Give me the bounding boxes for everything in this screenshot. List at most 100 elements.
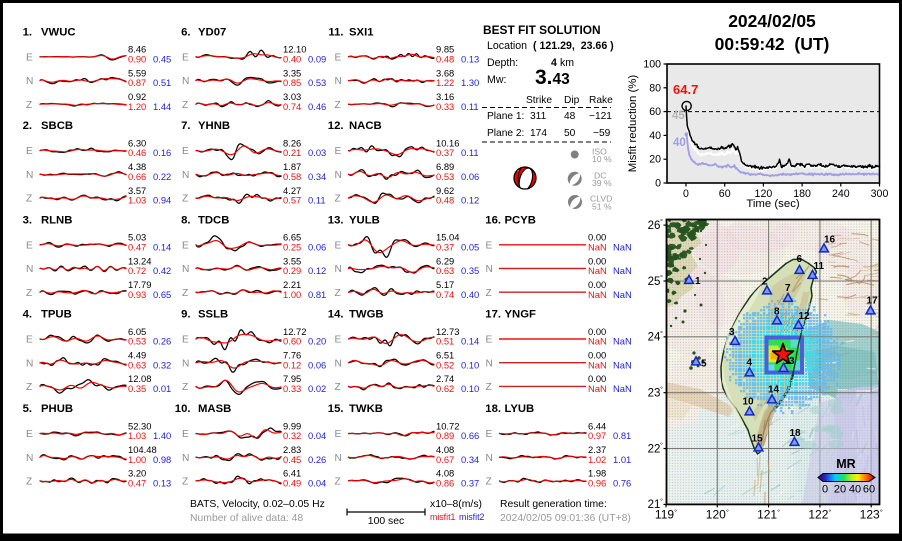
svg-text:4.: 4. xyxy=(23,309,32,321)
svg-text:0.86: 0.86 xyxy=(436,478,454,489)
svg-text:Z: Z xyxy=(335,100,341,111)
svg-text:SSLB: SSLB xyxy=(198,309,228,321)
svg-text:Depth:: Depth: xyxy=(487,57,518,69)
svg-text:3.35: 3.35 xyxy=(283,67,301,78)
svg-text:3.: 3. xyxy=(23,214,32,226)
svg-text:4.38: 4.38 xyxy=(128,161,146,172)
svg-text:SBCB: SBCB xyxy=(41,120,73,132)
svg-text:0.11: 0.11 xyxy=(461,101,479,112)
svg-text:0.25: 0.25 xyxy=(283,241,301,252)
svg-text:0.89: 0.89 xyxy=(436,430,454,441)
svg-text:°: ° xyxy=(660,496,663,505)
svg-text:E: E xyxy=(182,240,189,251)
svg-text:0.87: 0.87 xyxy=(128,77,146,88)
svg-text:1.22: 1.22 xyxy=(436,77,454,88)
svg-text:1.00: 1.00 xyxy=(128,454,146,465)
svg-text:PHUB: PHUB xyxy=(41,403,73,415)
svg-text:N: N xyxy=(486,453,493,464)
svg-text:0.12: 0.12 xyxy=(283,359,301,370)
svg-text:24: 24 xyxy=(648,332,661,344)
svg-text:18: 18 xyxy=(790,428,802,439)
svg-text:21: 21 xyxy=(648,499,661,511)
svg-text:15.: 15. xyxy=(328,403,344,415)
svg-text:311: 311 xyxy=(530,111,547,122)
svg-text:0.34: 0.34 xyxy=(461,454,479,465)
svg-text:20: 20 xyxy=(649,154,661,166)
svg-text:0.26: 0.26 xyxy=(153,336,171,347)
svg-text:Misfit reduction (%): Misfit reduction (%) xyxy=(627,75,639,173)
svg-text:Z: Z xyxy=(486,382,492,393)
svg-text:misfit2: misfit2 xyxy=(459,512,485,522)
svg-text:39 %: 39 % xyxy=(592,178,612,188)
svg-text:Z: Z xyxy=(26,382,32,393)
svg-text:E: E xyxy=(26,52,33,63)
svg-text:N: N xyxy=(182,264,189,275)
svg-text:0.96: 0.96 xyxy=(588,478,606,489)
svg-text:°: ° xyxy=(660,329,663,338)
svg-text:0.66: 0.66 xyxy=(128,171,146,182)
svg-text:0.76: 0.76 xyxy=(613,478,631,489)
svg-text:N: N xyxy=(182,170,189,181)
svg-text:2024/02/05 09:01:36 (UT+8): 2024/02/05 09:01:36 (UT+8) xyxy=(500,513,631,524)
svg-text:0.67: 0.67 xyxy=(436,454,454,465)
svg-text:N: N xyxy=(486,358,493,369)
svg-text:1.87: 1.87 xyxy=(283,161,301,172)
svg-text:2.: 2. xyxy=(23,120,32,132)
svg-text:6.: 6. xyxy=(181,26,190,38)
svg-text:°: ° xyxy=(660,273,663,282)
svg-text:NaN: NaN xyxy=(613,336,632,347)
svg-text:0.21: 0.21 xyxy=(283,147,301,158)
svg-text:17: 17 xyxy=(867,296,879,307)
svg-text:23: 23 xyxy=(648,388,661,400)
svg-text:3.03: 3.03 xyxy=(283,91,301,102)
svg-text:15.04: 15.04 xyxy=(436,232,459,243)
svg-text:°: ° xyxy=(660,217,663,226)
svg-text:0: 0 xyxy=(655,178,661,190)
svg-text:N: N xyxy=(26,358,33,369)
svg-text:0.10: 0.10 xyxy=(461,383,479,394)
svg-text:NaN: NaN xyxy=(588,241,607,252)
svg-text:YD07: YD07 xyxy=(198,26,226,38)
svg-text:0.33: 0.33 xyxy=(436,101,454,112)
svg-text:TWKB: TWKB xyxy=(349,403,383,415)
svg-text:Z: Z xyxy=(335,477,341,488)
svg-text:0.46: 0.46 xyxy=(128,147,146,158)
svg-text:0.14: 0.14 xyxy=(461,336,479,347)
svg-text:3.68: 3.68 xyxy=(436,67,454,78)
svg-text:0.81: 0.81 xyxy=(613,430,631,441)
svg-text:40: 40 xyxy=(649,130,661,142)
svg-text:E: E xyxy=(182,429,189,440)
svg-text:N: N xyxy=(335,76,342,87)
svg-text:16.: 16. xyxy=(485,214,501,226)
svg-text:0.97: 0.97 xyxy=(588,430,606,441)
svg-text:17.79: 17.79 xyxy=(128,279,151,290)
svg-text:0.22: 0.22 xyxy=(153,171,171,182)
svg-text:0.12: 0.12 xyxy=(461,195,479,206)
svg-text:0.51: 0.51 xyxy=(153,77,171,88)
svg-text:3: 3 xyxy=(729,327,735,338)
svg-text:1.20: 1.20 xyxy=(128,101,146,112)
svg-text:40: 40 xyxy=(849,484,861,496)
svg-text:0.47: 0.47 xyxy=(128,241,146,252)
svg-text:0.63: 0.63 xyxy=(128,359,146,370)
svg-text:12.10: 12.10 xyxy=(283,44,306,55)
svg-text:0.32: 0.32 xyxy=(153,359,171,370)
svg-text:0.00: 0.00 xyxy=(588,350,606,361)
svg-text:6.41: 6.41 xyxy=(283,468,301,479)
svg-text:x10–8(m/s): x10–8(m/s) xyxy=(430,499,482,510)
svg-text:SXI1: SXI1 xyxy=(349,26,374,38)
svg-text:122°: 122° xyxy=(808,507,831,521)
svg-text:0.04: 0.04 xyxy=(308,478,326,489)
svg-text:5.: 5. xyxy=(23,403,32,415)
svg-text:0.06: 0.06 xyxy=(308,241,326,252)
svg-text:120°: 120° xyxy=(706,507,729,521)
svg-text:°: ° xyxy=(660,385,663,394)
svg-text:10.16: 10.16 xyxy=(436,137,459,148)
svg-text:80: 80 xyxy=(649,82,661,94)
svg-text:E: E xyxy=(335,335,342,346)
svg-text:4.08: 4.08 xyxy=(436,468,454,479)
svg-text:°: ° xyxy=(660,441,663,450)
svg-text:E: E xyxy=(486,335,493,346)
svg-text:15: 15 xyxy=(752,434,764,445)
svg-text:6.05: 6.05 xyxy=(128,326,146,337)
